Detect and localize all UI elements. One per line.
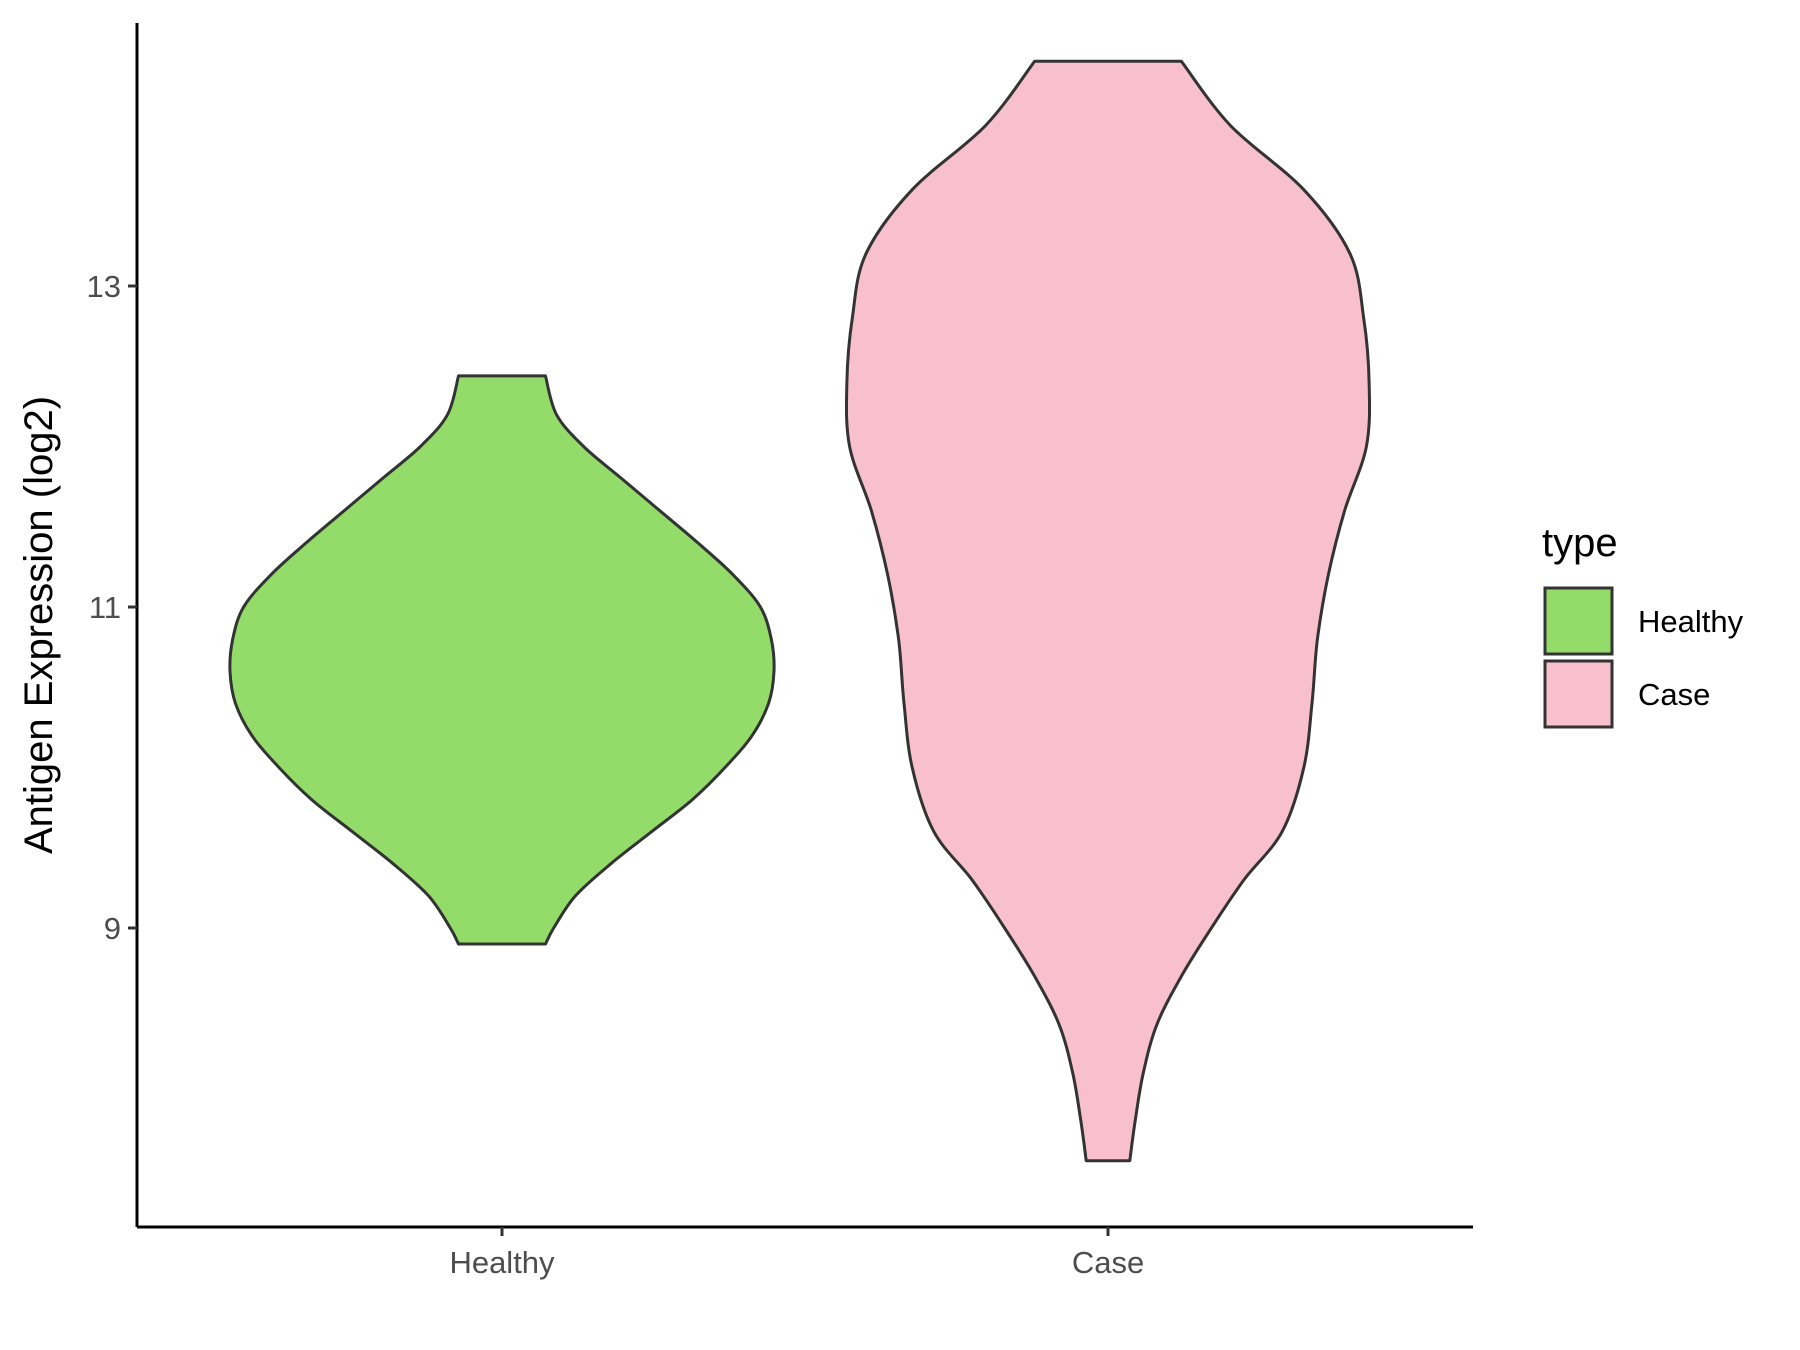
- legend-title: type: [1542, 521, 1618, 565]
- violin-case: [844, 59, 1372, 1163]
- legend-label: Case: [1638, 677, 1710, 712]
- legend-swatch-case: [1543, 659, 1614, 729]
- x-tick-label: Case: [1072, 1245, 1144, 1280]
- x-tick-label: Healthy: [449, 1245, 555, 1280]
- x-ticks: Healthy Case: [449, 1227, 1144, 1280]
- legend-label: Healthy: [1638, 604, 1744, 639]
- legend-items: Healthy Case: [1543, 586, 1744, 729]
- violins-layer: [228, 59, 1372, 1163]
- violin-healthy: [228, 374, 776, 946]
- y-ticks: 9 11 13: [87, 269, 137, 946]
- legend: type Healthy Case: [1542, 521, 1744, 729]
- y-tick-label: 13: [87, 269, 121, 304]
- y-tick-label: 11: [89, 590, 121, 625]
- y-axis-title: Antigen Expression (log2): [17, 396, 61, 854]
- y-tick-label: 9: [104, 911, 121, 946]
- legend-swatch-healthy: [1543, 586, 1614, 656]
